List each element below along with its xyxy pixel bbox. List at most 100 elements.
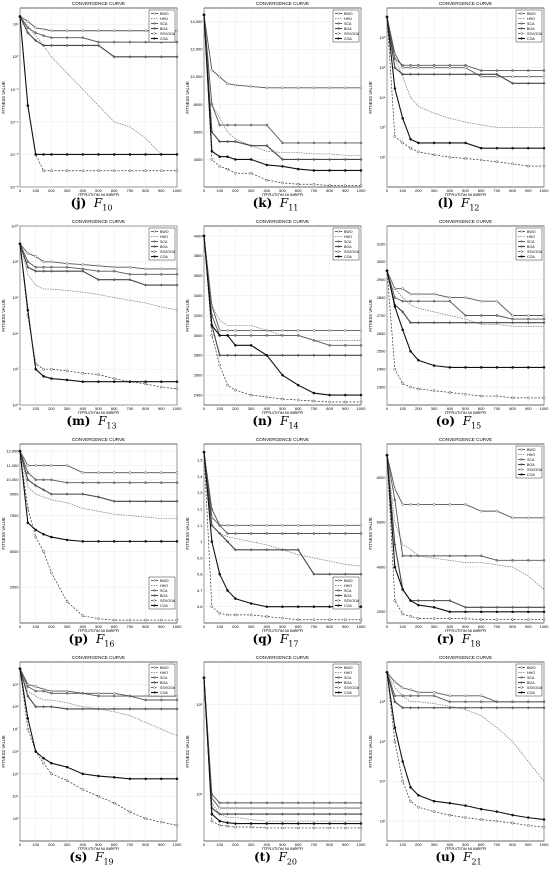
series-point-coa: [281, 165, 284, 168]
series-point-sca: [42, 34, 45, 37]
series-point-bwo: [511, 314, 514, 317]
y-tick-label: 1.3: [197, 490, 203, 495]
legend-label: HHO: [344, 584, 352, 588]
legend-label: SSVOOA: [160, 599, 176, 603]
series-point-bwo: [417, 66, 420, 69]
series-point-ssvooa: [312, 618, 316, 622]
series-point-sca: [112, 269, 116, 273]
series-point-coa: [144, 153, 147, 156]
series-point-ssvooa: [432, 389, 436, 393]
x-tick-label: 0: [203, 624, 206, 629]
series-point-boa: [249, 353, 253, 357]
series-point-coa: [312, 391, 316, 395]
series-point-bwo: [448, 503, 452, 506]
series-point-coa: [128, 153, 132, 156]
x-tick-label: 800: [509, 406, 516, 411]
series-point-coa: [312, 169, 316, 172]
series-point-ssvooa: [417, 617, 420, 620]
series-point-coa: [495, 610, 499, 614]
legend-label: BOA: [160, 245, 168, 249]
series-point-ssvooa: [97, 169, 100, 173]
series-point-ssvooa: [144, 169, 147, 173]
legend-marker: [337, 594, 340, 597]
x-tick-label: 500: [279, 406, 286, 411]
x-tick-label: 800: [142, 842, 149, 847]
series-point-sca: [343, 801, 347, 805]
series-point-boa: [112, 707, 116, 711]
y-axis-label: FITNESS VALUE: [185, 517, 190, 549]
series-point-bwo: [234, 806, 237, 810]
legend-label: BOA: [344, 594, 352, 598]
caption-subscript: 21: [471, 857, 482, 867]
x-tick-label: 700: [311, 188, 318, 193]
legend-label: COA: [344, 255, 352, 259]
series-line-hho: [203, 14, 361, 156]
y-tick-label: 2000: [377, 609, 387, 614]
series-point-boa: [81, 707, 85, 711]
series-point-coa: [18, 449, 22, 453]
legend-label: SCA: [160, 22, 168, 26]
series-point-bwo: [312, 86, 316, 90]
series-point-bwo: [479, 694, 483, 698]
series-point-ssvooa: [281, 181, 284, 185]
series-point-boa: [128, 278, 132, 282]
series-point-bwo: [359, 329, 363, 332]
series-point-bwo: [265, 86, 269, 90]
series-point-bwo: [265, 524, 269, 527]
legend-box: [148, 663, 176, 697]
series-point-ssvooa: [417, 805, 420, 809]
series-point-sca: [312, 141, 316, 145]
caption-function: F: [461, 632, 471, 646]
series-point-boa: [143, 55, 148, 59]
series-point-ssvooa: [526, 824, 530, 827]
y-tick-label: 1.5: [197, 458, 203, 463]
series-point-ssvooa: [542, 396, 546, 400]
series-point-boa: [359, 353, 363, 357]
chart-title: CONVERGENCE CURVE: [72, 219, 125, 224]
legend-marker: [337, 681, 340, 684]
series-point-boa: [393, 543, 397, 547]
caption-letter: (m): [66, 414, 91, 428]
series-point-boa: [175, 55, 179, 59]
series-point-sca: [210, 103, 214, 106]
series-point-boa: [432, 72, 436, 76]
y-tick-label: 4000: [194, 233, 204, 238]
series-point-coa: [249, 602, 253, 605]
series-point-bwo: [50, 29, 53, 33]
series-point-ssvooa: [265, 178, 269, 182]
series-point-ssvooa: [234, 825, 237, 829]
series-point-boa: [265, 812, 269, 816]
series-point-ssvooa: [265, 826, 269, 830]
series-point-bwo: [542, 516, 546, 520]
caption-subscript: 14: [288, 421, 299, 431]
x-tick-label: 300: [431, 624, 438, 629]
series-point-ssvooa: [175, 387, 179, 391]
series-point-sca: [432, 63, 436, 67]
series-point-coa: [409, 137, 412, 141]
legend-marker: [153, 579, 156, 582]
legend-label: SCA: [527, 22, 535, 26]
legend-marker: [520, 12, 523, 15]
legend-marker: [520, 681, 523, 684]
series-point-boa: [312, 157, 316, 162]
series-point-coa: [417, 793, 420, 797]
series-point-boa: [34, 38, 38, 43]
series-point-boa: [81, 269, 85, 273]
caption-function: F: [463, 850, 472, 864]
legend-marker: [153, 589, 156, 592]
legend-marker: [153, 12, 156, 15]
series-point-sca: [409, 694, 412, 698]
y-tick-label: 10²: [380, 155, 386, 160]
series-point-sca: [128, 40, 132, 44]
x-tick-label: 1000: [173, 188, 183, 193]
x-tick-label: 500: [95, 188, 102, 193]
series-point-bwo: [359, 524, 363, 527]
series-point-sca: [328, 344, 331, 347]
series-point-ssvooa: [144, 382, 147, 386]
y-tick-label: 4000: [194, 157, 204, 162]
legend-marker: [153, 676, 156, 679]
series-point-ssvooa: [296, 618, 300, 622]
series-point-bwo: [328, 524, 331, 527]
series-point-sca: [401, 299, 405, 303]
series-point-bwo: [401, 686, 405, 690]
